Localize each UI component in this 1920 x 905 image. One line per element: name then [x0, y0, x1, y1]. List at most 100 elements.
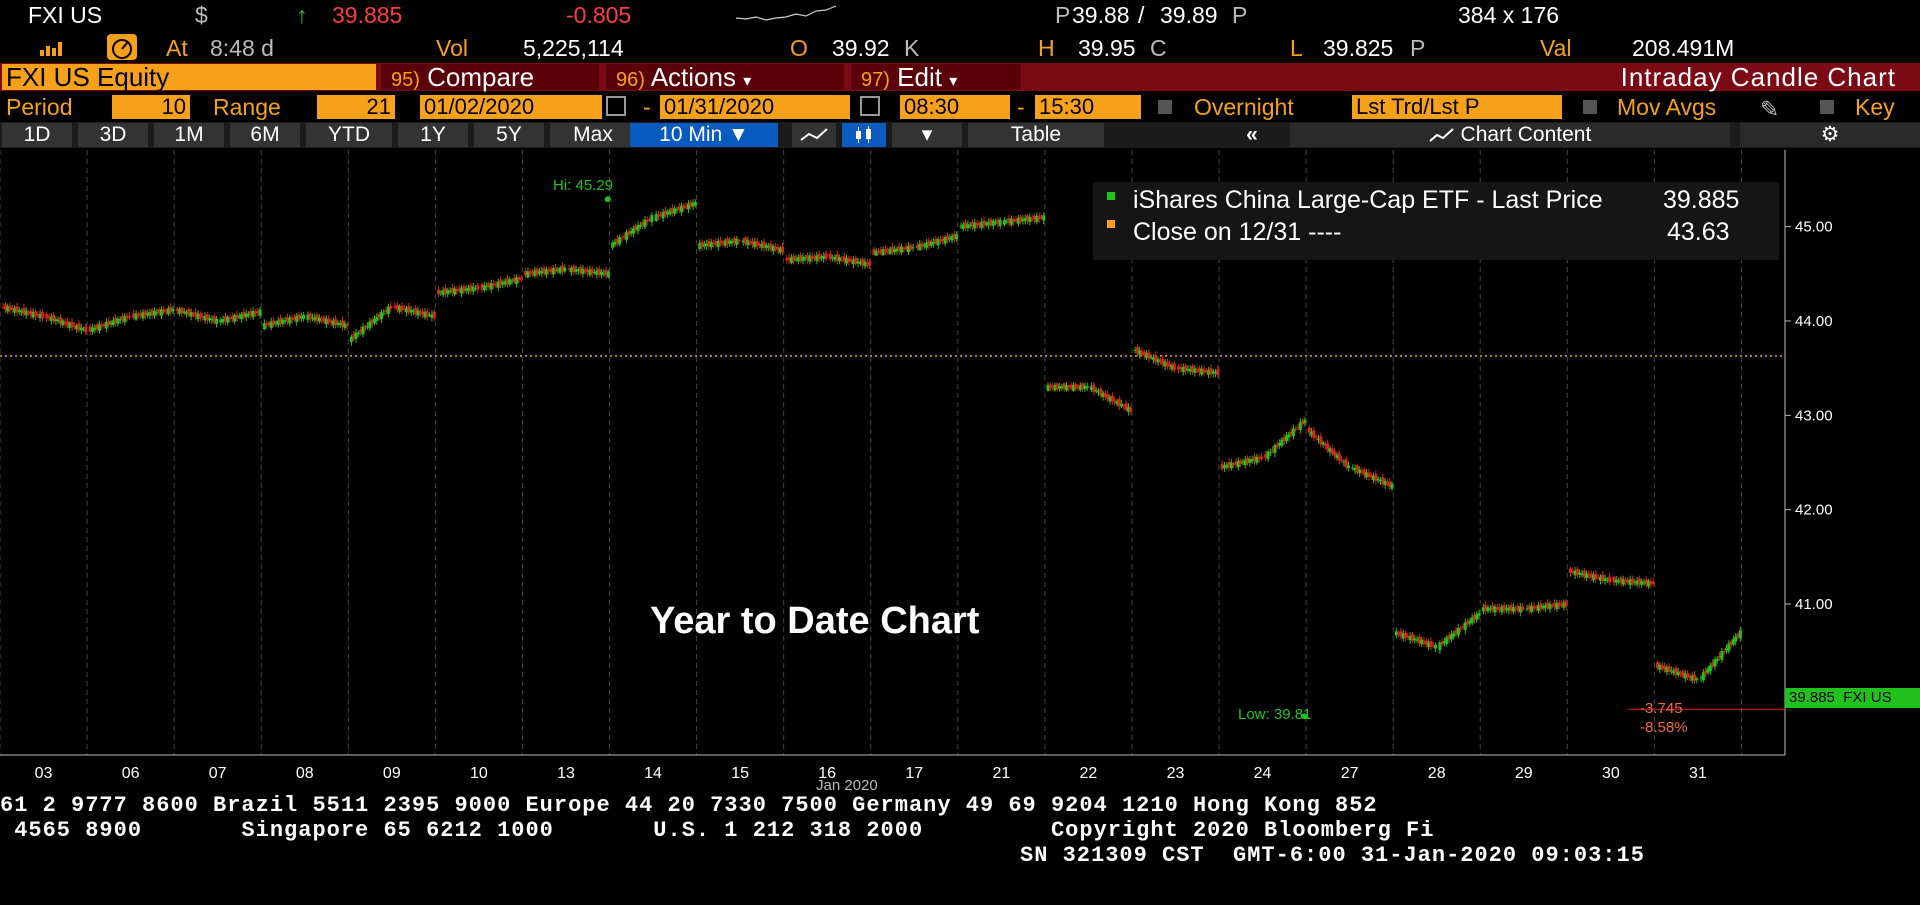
period-button-ytd[interactable]: YTD [306, 123, 392, 147]
candle-body [687, 203, 691, 210]
candle-body [762, 241, 766, 249]
candle-body [1669, 670, 1673, 672]
candle-body [121, 316, 125, 321]
candle-icon[interactable] [842, 123, 886, 147]
candle-body [223, 316, 227, 322]
end-time-field[interactable]: 15:30 [1035, 95, 1141, 119]
actions-button[interactable]: 96) Actions ▾ [606, 64, 844, 91]
candle-body [558, 267, 562, 273]
candle-body [1275, 444, 1279, 447]
candle-body [297, 314, 301, 320]
candle-body [1598, 576, 1602, 581]
candle-body [1145, 353, 1149, 359]
candle-body [1234, 461, 1238, 465]
chart-type-dropdown[interactable]: ▾ [892, 123, 962, 147]
candle-body [386, 306, 390, 315]
candle-body [1536, 605, 1540, 611]
start-time-field[interactable]: 08:30 [900, 95, 1010, 119]
candle-body [302, 315, 306, 319]
period-button-3d[interactable]: 3D [78, 123, 148, 147]
candle-body [666, 211, 670, 215]
candle-body [961, 224, 965, 230]
candle-body [677, 206, 681, 211]
table-button[interactable]: Table [968, 123, 1104, 147]
gear-icon[interactable]: ⚙ [1740, 123, 1920, 147]
candle-body [803, 257, 807, 259]
candle-body [1686, 673, 1690, 678]
candle-body [1557, 602, 1561, 607]
interval-dropdown[interactable]: 10 Min ▼ [630, 123, 778, 147]
candle-body [1431, 645, 1435, 647]
candle-body [938, 239, 942, 242]
candle-body [377, 314, 381, 319]
period-button-1m[interactable]: 1M [154, 123, 224, 147]
candle-body [915, 245, 919, 249]
candle-body [879, 249, 883, 254]
start-date-field[interactable]: 01/02/2020 [420, 95, 602, 119]
candle-body [1695, 678, 1699, 681]
candle-body [897, 246, 901, 252]
edit-button[interactable]: 97) Edit ▾ [851, 64, 1021, 91]
period-button-5y[interactable]: 5Y [474, 123, 544, 147]
candle-body [881, 249, 885, 256]
compare-button[interactable]: 95) Compare [381, 64, 599, 91]
candle-body [258, 309, 262, 316]
collapse-icon[interactable]: « [1232, 123, 1272, 147]
candle-body [888, 248, 892, 254]
candle-body [1188, 368, 1192, 372]
candle-body [1461, 626, 1465, 628]
line-chart-icon[interactable] [792, 123, 836, 147]
speedometer-icon[interactable] [107, 34, 137, 60]
period-button-6m[interactable]: 6M [230, 123, 300, 147]
candle-body [1344, 459, 1348, 468]
candle-body [1724, 648, 1728, 651]
period-button-max[interactable]: Max [550, 123, 636, 147]
end-date-field[interactable]: 01/31/2020 [660, 95, 850, 119]
candle-body [964, 222, 968, 229]
candle-body [175, 308, 179, 311]
candle-body [61, 320, 65, 326]
calendar-icon[interactable] [860, 96, 880, 116]
candle-body [84, 326, 88, 333]
candle-body [1662, 666, 1666, 670]
chart-content-button[interactable]: Chart Content [1290, 123, 1730, 147]
candle-body [741, 240, 745, 243]
candle-body [698, 243, 702, 249]
volume-label: Vol [436, 35, 468, 61]
mov-avgs-checkbox[interactable] [1583, 100, 1597, 114]
period-field[interactable]: 10 [112, 95, 190, 119]
candle-body [70, 321, 74, 328]
candle-body [56, 320, 60, 322]
candle-body [1456, 627, 1460, 636]
candle-body [414, 308, 418, 315]
candle-body [1202, 368, 1206, 373]
candle-body [1601, 574, 1605, 582]
calendar-icon[interactable] [606, 96, 626, 116]
candle-body [1154, 354, 1158, 363]
candle-body [421, 311, 425, 315]
candle-body [320, 319, 324, 321]
candle-body [1142, 351, 1146, 356]
candle-body [1060, 386, 1064, 389]
x-tick-label: 17 [905, 765, 923, 782]
candle-body [313, 316, 317, 321]
open-suffix: K [904, 35, 920, 61]
pencil-icon[interactable]: ✎ [1760, 96, 1780, 122]
candle-body [1351, 467, 1355, 469]
security-field[interactable]: FXI US Equity [2, 64, 376, 90]
last-trade-field[interactable]: Lst Trd/Lst P [1352, 95, 1562, 119]
period-button-1y[interactable]: 1Y [398, 123, 468, 147]
candle-body [1399, 631, 1403, 637]
candle-body [1138, 350, 1142, 355]
high-marker [604, 196, 611, 203]
x-tick-label: 09 [383, 765, 401, 782]
high-suffix: C [1150, 35, 1167, 61]
key-checkbox[interactable] [1820, 100, 1834, 114]
candle-body [680, 205, 684, 213]
candle-body [1573, 570, 1577, 576]
candle-body [868, 261, 872, 266]
range-field[interactable]: 21 [317, 95, 395, 119]
period-button-1d[interactable]: 1D [2, 123, 72, 147]
candle-body [1287, 434, 1291, 438]
overnight-checkbox[interactable] [1158, 100, 1172, 114]
